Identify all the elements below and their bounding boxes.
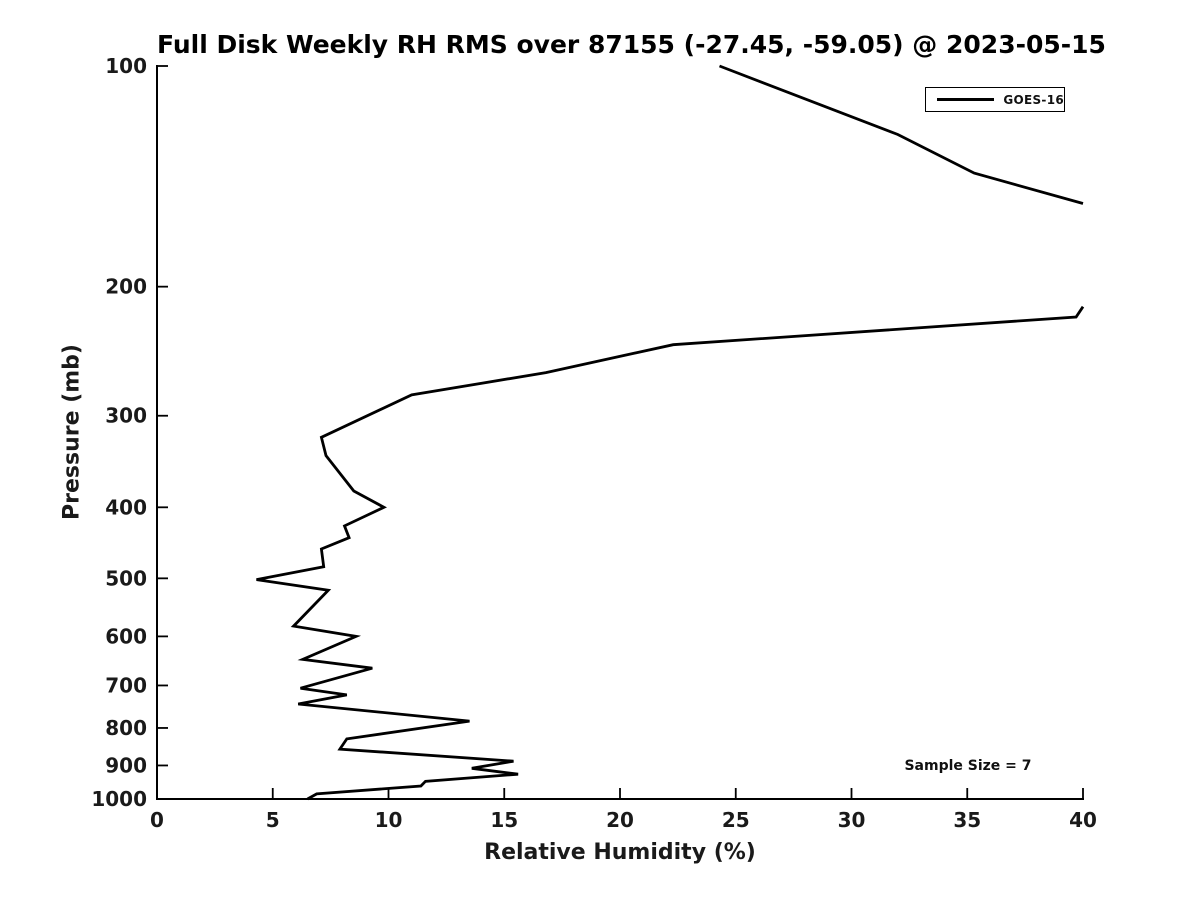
y-tick-label: 500 [105, 566, 147, 590]
x-tick-label: 15 [490, 808, 518, 832]
legend: GOES-16 [925, 87, 1065, 112]
rh-profile-line [256, 305, 1085, 801]
sample-size-annotation: Sample Size = 7 [904, 758, 1032, 774]
y-tick-label: 800 [105, 716, 147, 740]
x-tick-label: 35 [953, 808, 981, 832]
y-axis-label: Pressure (mb) [59, 344, 85, 520]
y-tick-label: 900 [105, 753, 147, 777]
chart-title: Full Disk Weekly RH RMS over 87155 (-27.… [157, 30, 1106, 59]
x-tick-label: 25 [722, 808, 750, 832]
y-tick-label: 400 [105, 495, 147, 519]
x-tick-label: 10 [375, 808, 403, 832]
x-tick-label: 5 [266, 808, 280, 832]
x-axis-label: Relative Humidity (%) [484, 840, 756, 865]
y-tick-label: 100 [105, 54, 147, 78]
x-tick-label: 40 [1069, 808, 1097, 832]
legend-label: GOES-16 [1003, 92, 1064, 107]
x-tick-label: 0 [150, 808, 164, 832]
y-tick-label: 600 [105, 624, 147, 648]
y-tick-label: 200 [105, 275, 147, 299]
x-tick-label: 30 [838, 808, 866, 832]
x-tick-label: 20 [606, 808, 634, 832]
rh-profile-line [718, 64, 1084, 205]
y-tick-label: 300 [105, 404, 147, 428]
y-tick-label: 700 [105, 673, 147, 697]
y-tick-label: 1000 [91, 787, 147, 811]
legend-line-sample-icon [937, 98, 995, 101]
